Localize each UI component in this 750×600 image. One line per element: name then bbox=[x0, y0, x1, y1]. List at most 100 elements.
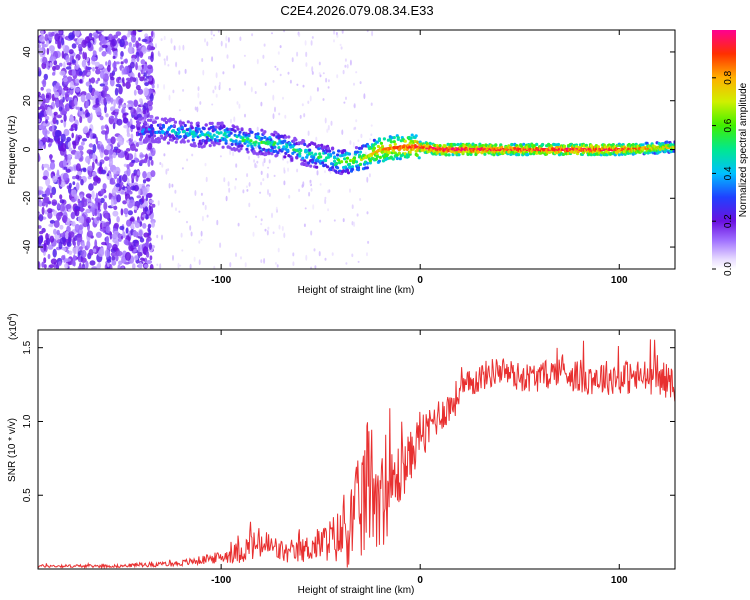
spectrogram-cell bbox=[111, 38, 117, 47]
spectrogram-cell bbox=[75, 163, 81, 172]
spectrogram-cell bbox=[275, 206, 278, 212]
spectrogram-cell bbox=[71, 69, 76, 76]
spectrogram-cell bbox=[91, 161, 95, 171]
spectrogram-cell bbox=[92, 50, 97, 57]
spectrogram-cell bbox=[632, 147, 634, 151]
spectrogram-cell bbox=[121, 106, 126, 115]
spectrogram-cell bbox=[41, 202, 46, 207]
spectrogram-cell bbox=[190, 231, 193, 237]
spectrogram-cell bbox=[71, 43, 77, 49]
spectrogram-cell bbox=[240, 144, 244, 148]
spectrogram-cell bbox=[510, 148, 513, 151]
spectrogram-cell bbox=[246, 173, 249, 178]
spectrogram-cell bbox=[524, 148, 527, 151]
spectrogram-cell bbox=[194, 190, 197, 196]
spectrogram-cell bbox=[327, 125, 330, 131]
spectrogram-cell bbox=[147, 104, 153, 111]
spectrogram-cell bbox=[57, 138, 61, 145]
spectrogram-cell bbox=[271, 32, 273, 35]
spectrogram-cell bbox=[83, 111, 86, 115]
spectrogram-cell bbox=[262, 147, 266, 151]
spectrogram-cell bbox=[127, 30, 131, 36]
spectrogram-cell bbox=[88, 205, 91, 209]
spectrogram-cell bbox=[186, 120, 190, 124]
spectrogram-cell bbox=[161, 163, 164, 168]
spectrogram-cell bbox=[78, 51, 83, 55]
spectrogram-cell bbox=[331, 252, 334, 256]
spectrogram-cell bbox=[324, 257, 327, 261]
spectrogram-cell bbox=[574, 145, 579, 149]
spectrogram-cell bbox=[150, 54, 154, 62]
spectrogram-cell bbox=[63, 77, 68, 83]
spectrogram-cell bbox=[262, 54, 265, 59]
spectrogram-cell bbox=[94, 239, 98, 249]
spectrogram-cell bbox=[59, 30, 63, 35]
spectrogram-cell bbox=[204, 123, 208, 127]
spectrogram-cell bbox=[341, 30, 344, 34]
spectrogram-cell bbox=[260, 259, 263, 263]
spectrogram-cell bbox=[136, 65, 143, 71]
spectrogram-cell bbox=[111, 260, 117, 266]
spectrogram-cell bbox=[63, 247, 67, 251]
spectrogram-cell bbox=[71, 198, 76, 203]
spectrogram-cell bbox=[353, 82, 355, 86]
spectrogram-cell bbox=[333, 219, 336, 222]
spectrogram-cell bbox=[122, 117, 129, 124]
spectrogram-cell bbox=[136, 195, 142, 199]
spectrogram-cell bbox=[139, 237, 145, 243]
spectrogram-cell bbox=[112, 152, 117, 159]
spectrogram-cell bbox=[664, 146, 666, 149]
spectrogram-cell bbox=[65, 55, 70, 63]
spectrogram-cell bbox=[327, 189, 330, 194]
spectrogram-cell bbox=[340, 46, 343, 50]
spectrogram-cell bbox=[149, 93, 154, 102]
spectrogram-cell bbox=[41, 44, 45, 53]
spectrogram-cell bbox=[88, 84, 93, 94]
spectrogram-cell bbox=[89, 130, 93, 140]
spectrogram-cell bbox=[80, 94, 86, 103]
spectrogram-cell bbox=[46, 88, 52, 94]
spectrogram-cell bbox=[60, 133, 66, 143]
spectrogram-cell bbox=[213, 128, 217, 132]
spectrogram-cell bbox=[266, 173, 269, 179]
spectrogram-cell bbox=[356, 213, 359, 217]
spectrogram-cell bbox=[299, 114, 302, 119]
spectrogram-cell bbox=[44, 33, 49, 42]
spectrogram-cell bbox=[500, 148, 503, 151]
spectrogram-cell bbox=[96, 177, 101, 184]
spectrogram-cell bbox=[192, 141, 196, 145]
spectrogram-cell bbox=[483, 152, 487, 156]
spectrogram-cell bbox=[143, 72, 147, 77]
spectrogram-cell bbox=[133, 206, 138, 211]
spectrogram-cell bbox=[174, 140, 178, 144]
spectrogram-cell bbox=[143, 264, 149, 268]
spectrogram-cell bbox=[381, 147, 383, 151]
spectrogram-cell bbox=[74, 209, 80, 217]
spectrogram-cell bbox=[114, 113, 118, 118]
spectrogram-cell bbox=[340, 160, 344, 164]
spectrogram-cell bbox=[257, 142, 261, 146]
snr-y-ticks: 0.5 1.0 1.5 bbox=[22, 340, 675, 502]
spectrogram-cell bbox=[38, 67, 41, 72]
spectrogram-cell bbox=[148, 242, 152, 250]
spectrogram-cell bbox=[131, 173, 135, 181]
spectrogram-cell bbox=[150, 147, 156, 157]
spectrogram-cell bbox=[628, 147, 630, 151]
spectrogram-cell bbox=[134, 148, 138, 152]
spectrogram-cell bbox=[51, 199, 58, 207]
spectrogram-cell bbox=[118, 260, 123, 266]
spectrogram-cell bbox=[132, 230, 138, 238]
spectrogram-cell bbox=[232, 64, 235, 69]
spectrogram-cell bbox=[382, 137, 386, 141]
spectrogram-cell bbox=[142, 258, 145, 262]
spectrogram-cell bbox=[310, 266, 313, 269]
spectrogram-cell bbox=[86, 230, 93, 238]
spectrogram-cell bbox=[144, 82, 150, 87]
spectrogram-cell bbox=[241, 136, 245, 140]
colorbar-tick-label: 0.0 bbox=[723, 262, 734, 276]
spectrogram-cell bbox=[73, 97, 78, 106]
spectrogram-cell bbox=[234, 185, 237, 190]
spectrogram-cell bbox=[395, 156, 399, 161]
spectrogram-cell bbox=[115, 83, 122, 88]
spectrogram-cell bbox=[126, 167, 131, 177]
